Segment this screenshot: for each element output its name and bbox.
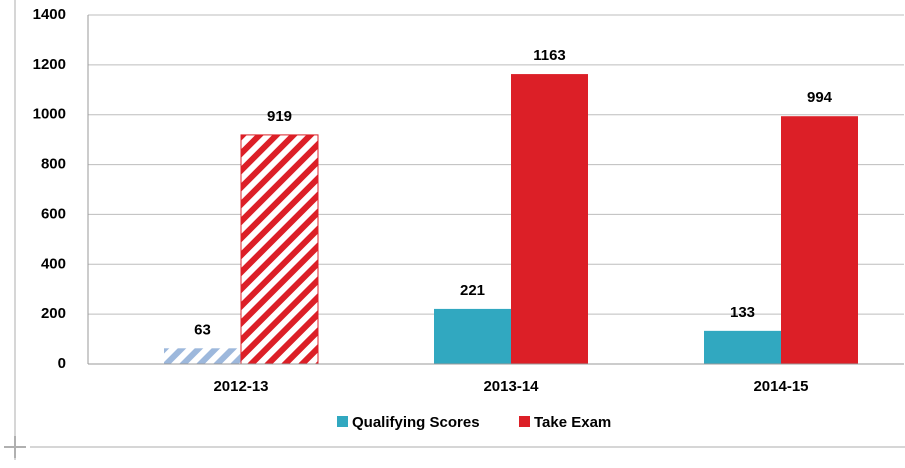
data-label: 133 [730,304,755,321]
bar [240,134,319,365]
y-tick-label: 1000 [33,106,66,123]
data-label: 994 [807,89,833,106]
frame-plus [4,436,26,458]
legend-swatch [337,416,348,427]
y-tick-label: 1400 [33,6,66,23]
x-tick-label: 2013-14 [483,378,539,395]
data-label: 1163 [533,47,566,64]
data-label: 63 [194,321,211,338]
x-tick-label: 2014-15 [753,378,808,395]
bar [434,308,511,364]
data-label: 221 [460,282,485,299]
y-tick-label: 800 [41,156,66,173]
legend-swatch [519,416,530,427]
y-tick-label: 200 [41,305,66,322]
y-tick-label: 1200 [33,56,66,73]
y-tick-label: 400 [41,255,66,272]
bar [164,348,241,364]
y-tick-label: 600 [41,205,66,222]
legend-label: Qualifying Scores [352,414,480,431]
legend-label: Take Exam [534,414,611,431]
y-tick-label: 0 [58,355,66,372]
bar [704,330,781,364]
bar [781,116,858,365]
x-tick-label: 2012-13 [213,378,268,395]
data-label: 919 [267,108,292,125]
bar [511,74,588,364]
